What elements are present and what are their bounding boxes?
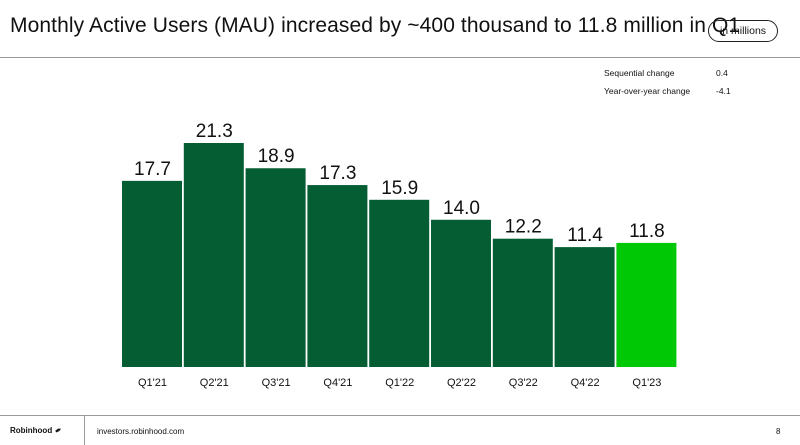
stat-value: -4.1 [716,86,731,96]
investor-site-link[interactable]: investors.robinhood.com [97,427,185,436]
stat-row-yoy: Year-over-year change -4.1 [604,86,731,104]
bar-Q3'21 [245,168,306,367]
brand-logo: Robinhood ✒ [10,424,64,437]
stat-label: Sequential change [604,68,675,78]
x-tick-label: Q1'23 [632,377,661,389]
data-label: 11.8 [629,221,665,242]
x-tick-label: Q2'22 [447,377,476,389]
x-tick-label: Q4'22 [571,377,600,389]
x-tick-label: Q3'22 [509,377,538,389]
data-label: 14.0 [443,198,480,219]
unit-badge: in millions [708,20,778,42]
page-title: Monthly Active Users (MAU) increased by … [10,14,741,37]
stat-value: 0.4 [716,68,728,78]
x-tick-label: Q4'21 [323,377,352,389]
stat-row-sequential: Sequential change 0.4 [604,68,731,86]
x-tick-label: Q1'22 [385,377,414,389]
x-tick-label: Q3'21 [262,377,291,389]
mau-bar-chart: 17.7 Q1'21 21.3 Q2'21 18.9 Q3'21 17.3 Q4'21 15.9… [122,121,677,389]
x-tick-label: Q2'21 [200,377,229,389]
header-divider [0,57,800,58]
brand-name: Robinhood [10,426,53,435]
bar-Q1'22 [369,199,430,367]
x-tick-label: Q1'21 [138,377,167,389]
page-number: 8 [776,427,781,436]
bar-Q2'22 [431,219,491,367]
change-stats: Sequential change 0.4 Year-over-year cha… [604,68,731,104]
data-label: 18.9 [258,146,295,167]
data-label: 11.4 [567,225,603,246]
data-label: 17.7 [134,159,171,180]
bar-Q4'21 [307,185,368,367]
bar-Q1'23 [616,242,677,367]
footer-separator [84,416,85,445]
data-label: 17.3 [319,163,356,184]
bar-Q2'21 [183,143,244,367]
footer-divider [0,415,800,416]
bar-Q4'22 [554,247,615,367]
stat-label: Year-over-year change [604,86,691,96]
data-label: 21.3 [196,121,233,142]
bar-Q1'21 [122,180,182,367]
data-label: 12.2 [505,217,542,238]
bar-Q3'22 [492,238,553,367]
data-label: 15.9 [381,178,418,199]
feather-icon: ✒ [53,424,64,437]
